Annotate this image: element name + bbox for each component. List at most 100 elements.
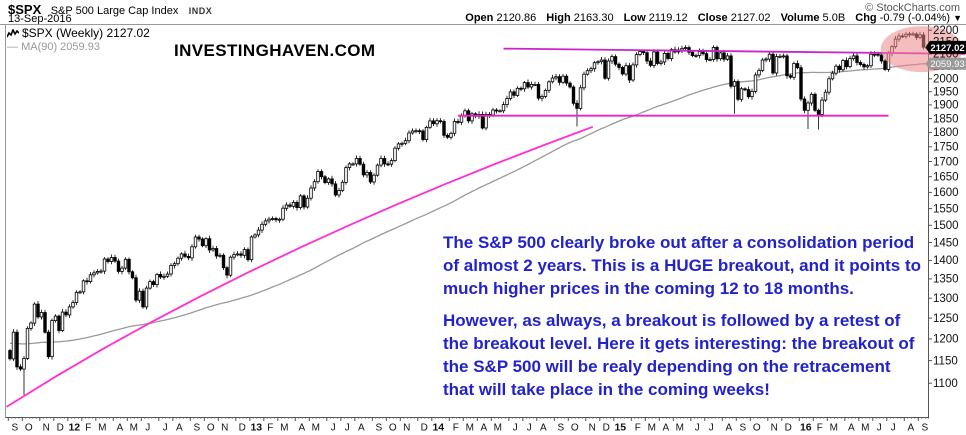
month-label: S [11,423,18,434]
candle-body [883,60,887,70]
candle-body [771,53,775,74]
candle-body [442,121,446,136]
y-tick-label: 1550 [933,203,959,215]
rising-trendline [6,125,594,408]
month-label: N [221,423,228,434]
month-label: M [466,423,474,434]
candle-body [855,55,859,63]
y-tick-label: 2000 [933,74,959,86]
candle-body [764,58,768,61]
candle-body [757,70,761,76]
month-label: J [527,423,532,434]
candle-body [109,257,114,262]
year-label: 15 [614,422,626,434]
candle-body [648,60,653,66]
month-label: S [739,423,746,434]
candle-body [74,291,79,303]
ma-90-line [9,63,928,345]
candle-body [634,54,639,66]
candle-body [554,76,558,79]
candle-body [305,197,310,208]
high-value: 2163.30 [573,12,614,24]
close-price-box-label: 2127.02 [930,43,964,54]
candle-body [610,56,614,62]
candle-body [813,93,817,111]
month-label: S [193,423,200,434]
candle-body [361,163,366,176]
chg-dropdown-icon[interactable]: ▼ [953,13,962,23]
candle-body [372,174,376,183]
month-label: A [358,423,365,434]
candle-body [767,53,772,60]
exchange-label: INDX [188,6,213,16]
candle-body [25,327,30,359]
close-label: Close [697,12,728,24]
candle-body [561,75,565,83]
candle-body [36,303,40,318]
candle-body [410,130,415,134]
y-tick-label: 1100 [933,378,958,390]
candle-body [302,195,306,208]
candle-body [50,320,54,358]
analyst-annotation: The S&P 500 clearly broke out after a co… [443,231,921,401]
candle-body [351,163,355,166]
open-value: 2120.86 [496,12,537,24]
candle-body [365,171,369,176]
month-label: N [403,423,410,434]
candle-body [71,302,75,308]
candle-body [214,248,219,257]
candle-body [81,280,86,293]
month-label: M [830,423,838,434]
candle-body [60,311,65,331]
ma-legend-label: MA(90) 2059.93 [21,41,100,53]
candle-body [624,65,628,75]
month-label: M [312,423,320,434]
candle-body [715,47,719,60]
candle-body [414,130,418,133]
candle-body [43,312,47,333]
month-label: M [676,423,684,434]
month-label: N [589,423,596,434]
candle-body [85,280,89,283]
candle-body [662,53,667,63]
candle-body [617,63,621,68]
candle-body [526,82,530,88]
candle-body [57,315,61,331]
y-tick-label: 1700 [933,156,959,168]
candle-body [200,238,205,247]
candle-body [358,158,362,165]
candle-body [15,331,19,368]
candle-body [865,65,870,68]
candle-body [564,75,569,84]
candle-body [18,366,23,370]
candle-body [778,55,782,58]
candle-body [172,263,177,266]
candle-body [417,130,422,133]
candle-body [851,55,856,60]
quote-bar: Open 2120.86 High 2163.30 Low 2119.12 Cl… [458,12,962,24]
year-label: 13 [250,422,262,434]
candle-body [309,187,313,199]
candle-body [130,271,135,279]
candle-body [155,273,159,285]
candle-body [592,62,597,70]
candle-body [29,322,33,329]
month-label: J [163,423,168,434]
y-tick-label: 2200 [933,25,959,37]
candle-body [256,229,261,236]
candle-body [102,258,107,272]
candle-body [666,53,670,59]
month-label: J [513,423,518,434]
candle-body [95,270,100,274]
month-label: J [709,423,714,434]
y-tick-label: 1500 [933,220,959,232]
month-label: F [85,423,91,434]
month-label: A [662,423,669,434]
candle-body [253,234,257,238]
candle-body [641,51,646,54]
y-tick-label: 1300 [933,293,959,305]
candle-body [438,120,443,123]
candle-body [249,236,254,261]
candle-body [99,270,103,273]
